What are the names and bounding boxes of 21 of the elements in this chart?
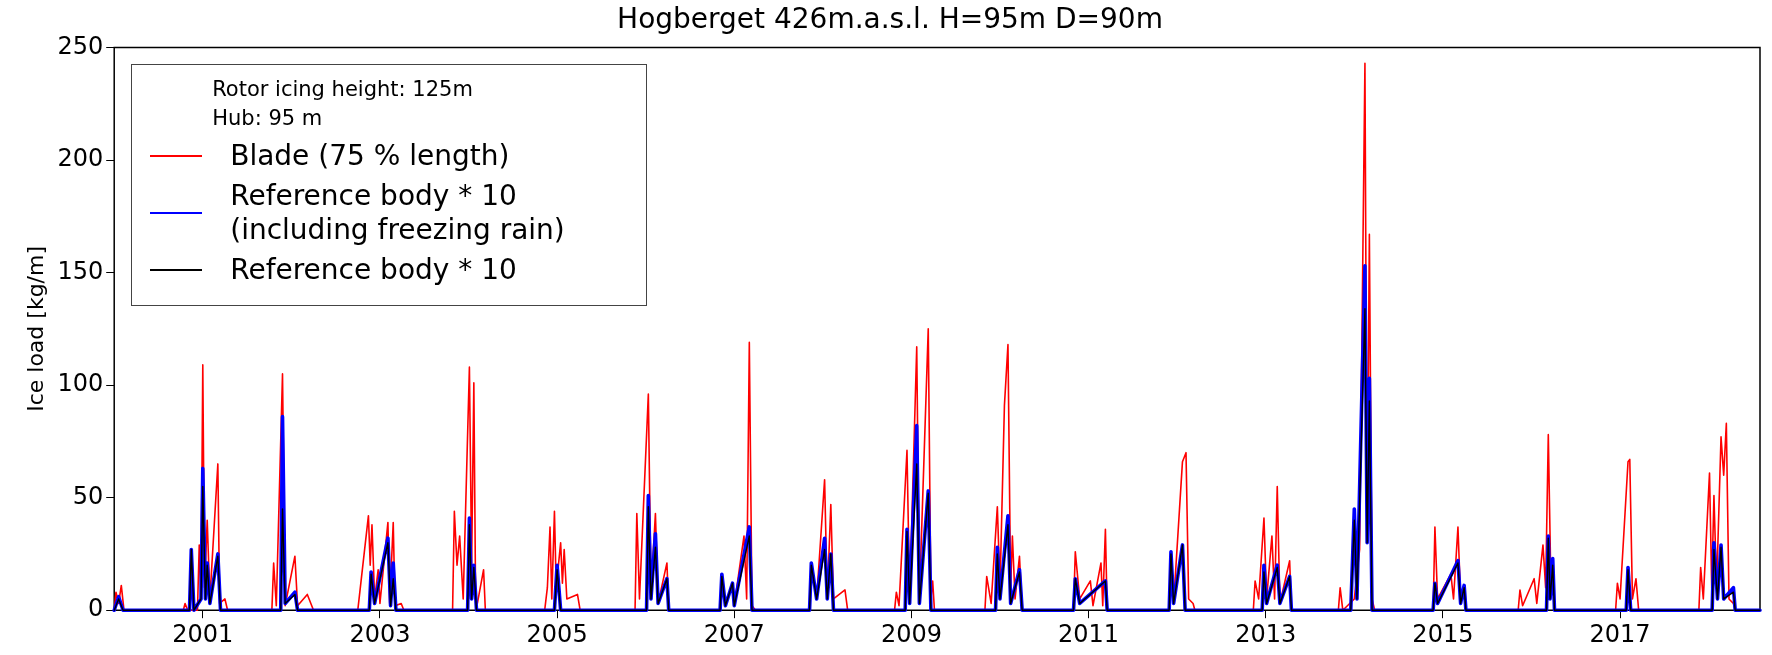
x-tick-label: 2003 bbox=[349, 619, 411, 648]
x-tick-label: 2009 bbox=[880, 619, 942, 648]
y-axis-title: Ice load [kg/m] bbox=[22, 245, 48, 412]
y-tick-label: 50 bbox=[72, 481, 104, 510]
x-tick-label: 2007 bbox=[703, 619, 765, 648]
y-tick-label: 100 bbox=[57, 369, 104, 398]
x-tick-label: 2011 bbox=[1058, 619, 1120, 648]
y-tick-label: 200 bbox=[57, 144, 104, 173]
legend-label: Reference body * 10 (including freezing rain) bbox=[230, 178, 566, 247]
legend-label: Reference body * 10 bbox=[230, 252, 518, 287]
y-tick-label: 150 bbox=[57, 256, 104, 285]
legend-label: Blade (75 % length) bbox=[230, 138, 511, 173]
x-tick-label: 2001 bbox=[172, 619, 234, 648]
x-tick-label: 2013 bbox=[1235, 619, 1297, 648]
x-tick-label: 2015 bbox=[1412, 619, 1474, 648]
x-tick-label: 2005 bbox=[526, 619, 588, 648]
x-tick-label: 2017 bbox=[1589, 619, 1651, 648]
y-tick-label: 250 bbox=[57, 31, 104, 60]
y-tick-label: 0 bbox=[87, 594, 104, 623]
legend-title: Rotor icing height: 125m Hub: 95 m bbox=[212, 75, 474, 132]
chart-title: Hogberget 426m.a.s.l. H=95m D=90m bbox=[617, 2, 1163, 36]
